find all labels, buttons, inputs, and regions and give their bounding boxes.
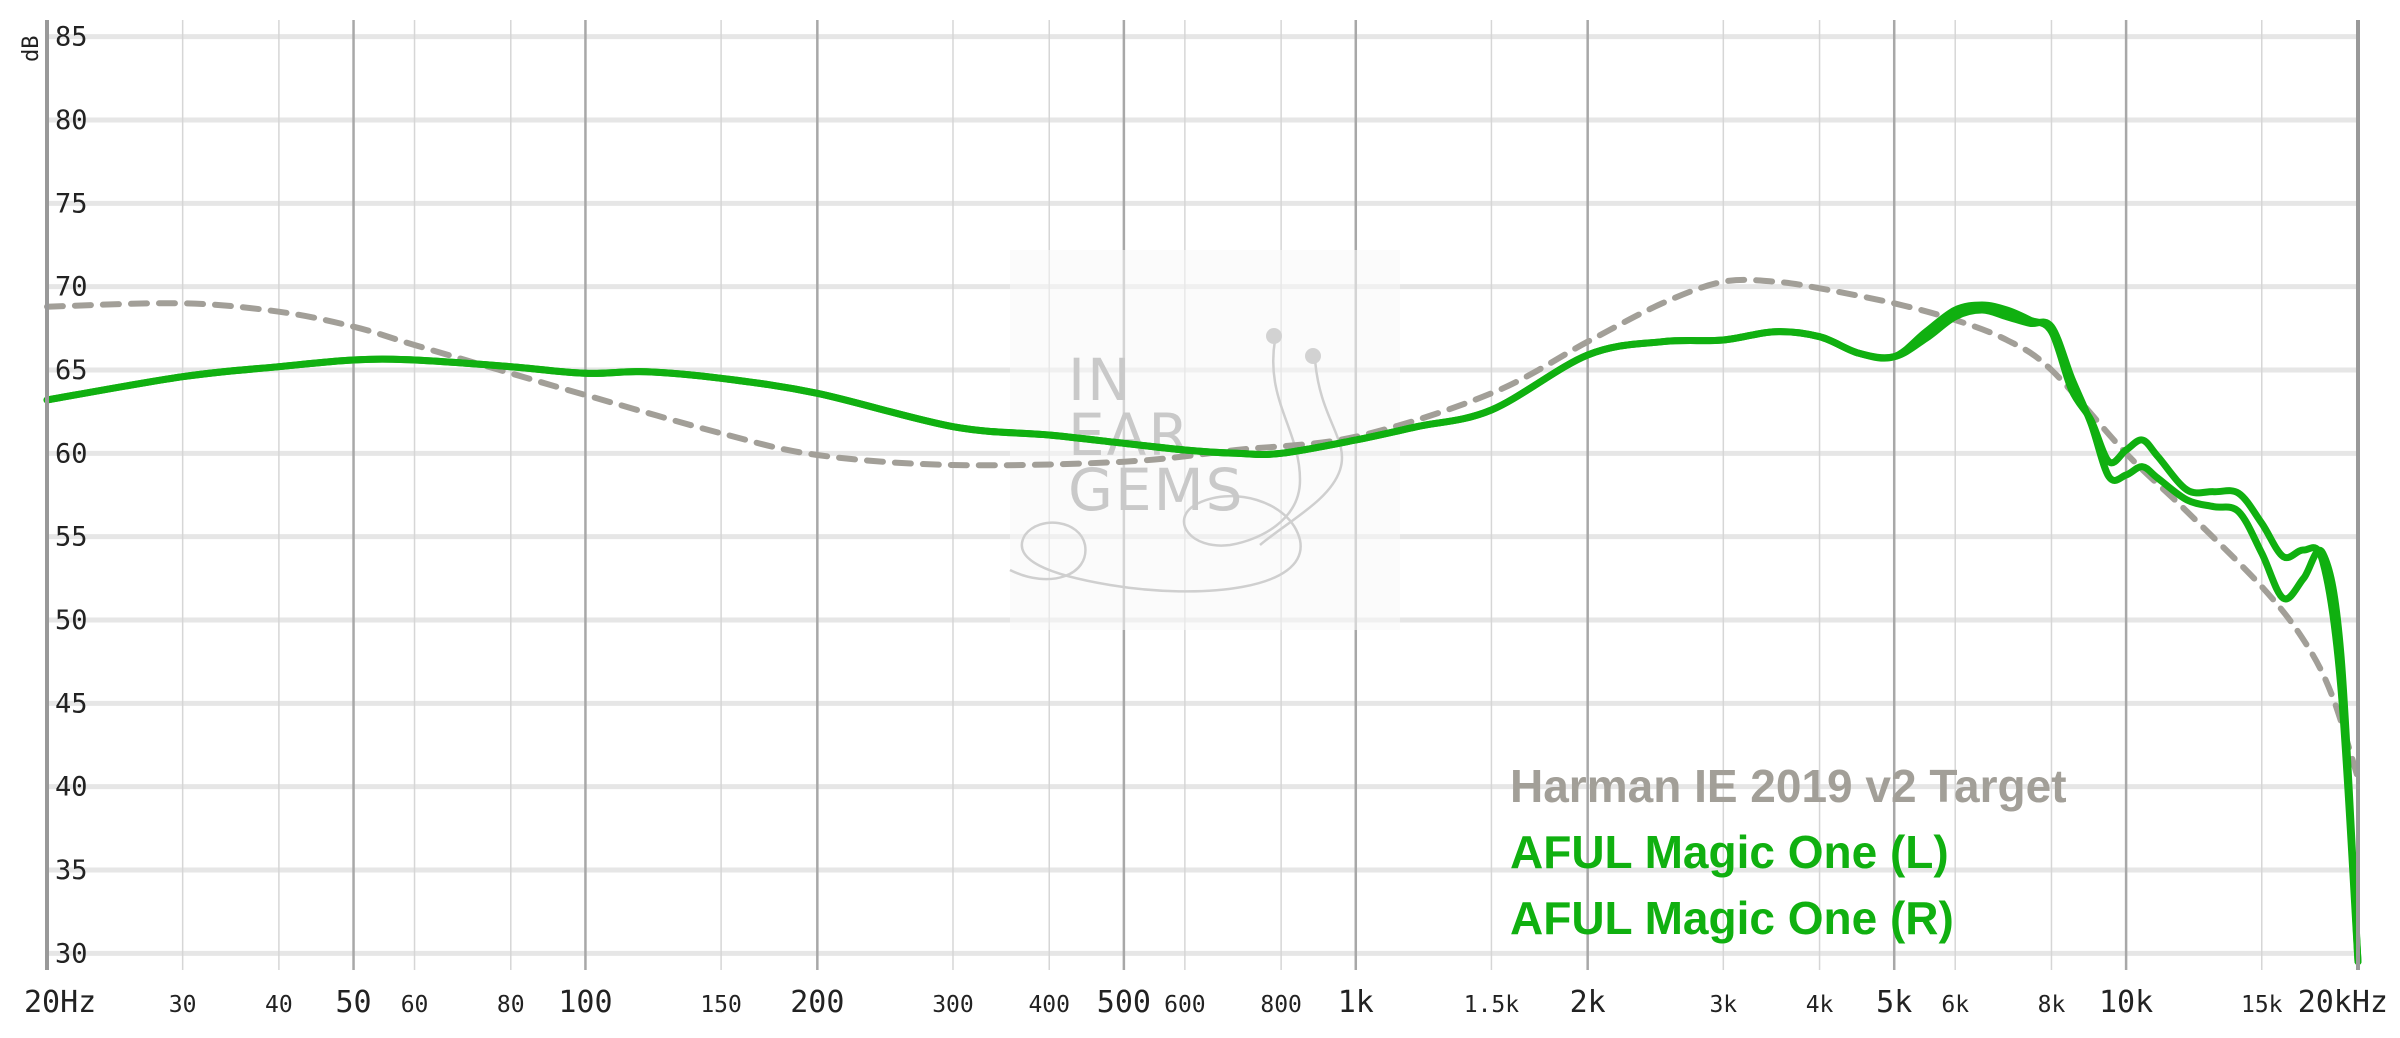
legend-entry-0: Harman IE 2019 v2 Target xyxy=(1510,760,2067,812)
x-tick-label-3k: 3k xyxy=(1709,992,1737,1018)
y-tick-label-30: 30 xyxy=(55,938,88,969)
x-tick-label-200: 200 xyxy=(790,985,844,1020)
y-tick-label-50: 50 xyxy=(55,605,88,636)
x-tick-label-60: 60 xyxy=(401,992,429,1018)
x-tick-label-8k: 8k xyxy=(2038,992,2066,1018)
y-tick-label-70: 70 xyxy=(55,272,88,303)
axes: 85 80 75 70 65 60 55 50 45 40 35 30 20Hz 30 40 50 60 80 10… xyxy=(19,20,2388,1020)
x-tick-label-5k: 5k xyxy=(1876,985,1912,1020)
y-tick-label-85: 85 xyxy=(55,22,88,53)
legend: Harman IE 2019 v2 Target AFUL Magic One (… xyxy=(1510,760,2067,944)
x-tick-label-50: 50 xyxy=(335,985,371,1020)
y-tick-label-80: 80 xyxy=(55,105,88,136)
x-tick-label-15k: 15k xyxy=(2241,992,2283,1018)
y-unit-label: dB xyxy=(19,36,44,63)
watermark-line-1: IN xyxy=(1068,346,1133,414)
y-tick-label-35: 35 xyxy=(55,855,88,886)
x-tick-label-2k: 2k xyxy=(1570,985,1606,1020)
x-tick-label-100: 100 xyxy=(558,985,612,1020)
x-tick-label-4k: 4k xyxy=(1806,992,1834,1018)
y-tick-label-65: 65 xyxy=(55,355,88,386)
x-tick-label-400: 400 xyxy=(1028,992,1070,1018)
watermark-earphone-cable-icon xyxy=(1009,339,1344,593)
legend-entry-2: AFUL Magic One (R) xyxy=(1510,892,1954,944)
x-tick-label-150: 150 xyxy=(700,992,742,1018)
y-tick-label-40: 40 xyxy=(55,772,88,803)
watermark-earbud-left-icon xyxy=(1266,328,1282,344)
x-tick-label-6k: 6k xyxy=(1941,992,1969,1018)
x-tick-label-600: 600 xyxy=(1164,992,1206,1018)
x-tick-label-20kHz: 20kHz xyxy=(2298,985,2388,1020)
x-tick-label-80: 80 xyxy=(497,992,525,1018)
watermark-line-2: EAR xyxy=(1068,401,1191,469)
x-tick-label-10k: 10k xyxy=(2099,985,2153,1020)
x-tick-label-20Hz: 20Hz xyxy=(24,985,96,1020)
legend-entry-1: AFUL Magic One (L) xyxy=(1510,826,1949,878)
y-tick-label-75: 75 xyxy=(55,188,88,219)
x-tick-label-800: 800 xyxy=(1260,992,1302,1018)
series-lines xyxy=(43,276,2362,966)
series-line-0 xyxy=(44,276,2361,782)
x-tick-label-40: 40 xyxy=(265,992,293,1018)
x-tick-label-300: 300 xyxy=(932,992,974,1018)
x-tick-label-30: 30 xyxy=(169,992,197,1018)
x-tick-label-1k: 1k xyxy=(1338,985,1374,1020)
watermark-line-3: GEMS xyxy=(1068,456,1244,524)
y-tick-label-45: 45 xyxy=(55,688,88,719)
watermark-earbud-right-icon xyxy=(1305,348,1321,364)
series-line-2 xyxy=(43,301,2362,966)
x-tick-label-500: 500 xyxy=(1097,985,1151,1020)
y-tick-label-60: 60 xyxy=(55,438,88,469)
x-tick-label-1.5k: 1.5k xyxy=(1464,992,1520,1018)
y-tick-label-55: 55 xyxy=(55,522,88,553)
